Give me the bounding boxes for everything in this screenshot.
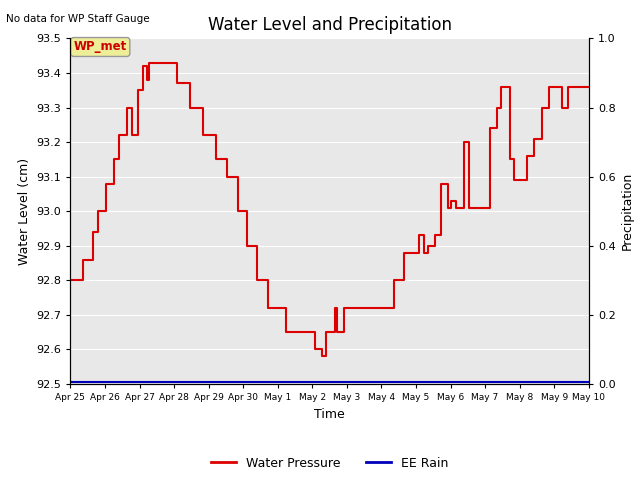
Text: No data for WP Staff Gauge: No data for WP Staff Gauge [6,14,150,24]
Y-axis label: Water Level (cm): Water Level (cm) [18,157,31,265]
Text: WP_met: WP_met [74,40,127,53]
Title: Water Level and Precipitation: Water Level and Precipitation [207,16,452,34]
Legend: Water Pressure, EE Rain: Water Pressure, EE Rain [206,452,453,475]
X-axis label: Time: Time [314,408,345,420]
Y-axis label: Precipitation: Precipitation [621,172,634,251]
